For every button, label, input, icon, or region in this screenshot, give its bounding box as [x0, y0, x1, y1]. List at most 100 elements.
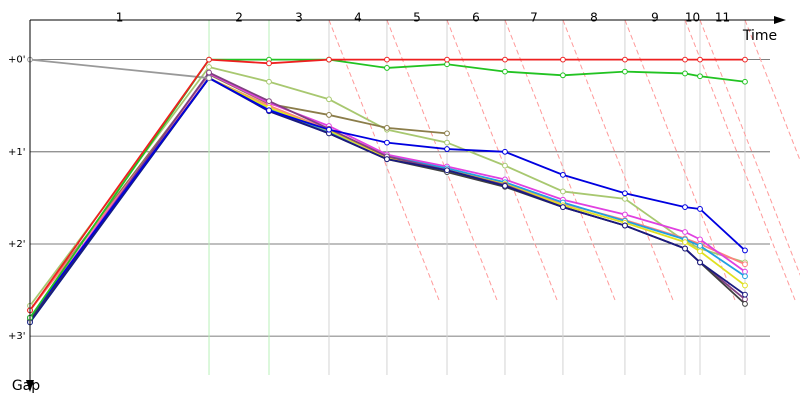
series-point — [742, 261, 748, 268]
series-point — [502, 148, 508, 155]
lap-label: 3 — [295, 11, 303, 25]
series-point — [444, 167, 450, 174]
lapped-line — [684, 19, 796, 301]
series-point — [742, 291, 748, 298]
series-point — [444, 130, 450, 137]
series-line — [29, 76, 746, 323]
y-axis-label: Gap — [12, 378, 40, 394]
series-point — [206, 69, 212, 76]
lapped-line — [328, 19, 440, 301]
series-point — [502, 162, 508, 169]
series-point — [697, 248, 703, 255]
series-point — [622, 68, 628, 75]
y-arrow — [26, 380, 34, 392]
lap-label: 7 — [530, 11, 538, 25]
series-point — [682, 245, 688, 252]
series-point — [682, 229, 688, 235]
series-point — [682, 56, 688, 63]
lapped-line — [699, 19, 800, 276]
series-point — [326, 56, 332, 63]
lap-label: 2 — [235, 11, 243, 25]
series-point — [742, 296, 748, 303]
series-point — [384, 139, 390, 146]
series-point — [560, 171, 566, 178]
series-point — [560, 204, 566, 211]
series-point — [444, 139, 450, 146]
series-point — [444, 146, 450, 152]
series-line — [29, 76, 746, 311]
series-point — [206, 64, 212, 70]
lap-label: 4 — [354, 11, 362, 25]
series-line — [29, 76, 746, 319]
lap-label: 9 — [651, 11, 659, 25]
series-line — [29, 76, 746, 322]
series-point — [326, 96, 332, 103]
series-point — [742, 282, 748, 289]
series-point — [682, 70, 688, 77]
series-point — [206, 56, 212, 63]
series-point — [622, 195, 628, 202]
x-arrow — [774, 16, 786, 24]
series-point — [384, 124, 390, 131]
series-point — [742, 56, 748, 63]
series-point — [266, 107, 272, 114]
lapped-line — [504, 19, 616, 301]
series-line — [29, 73, 448, 311]
series-point — [384, 65, 390, 71]
series-point — [560, 72, 566, 79]
series-point — [502, 56, 508, 63]
series-point — [697, 73, 703, 80]
series-point — [622, 211, 628, 218]
series-point — [742, 300, 748, 307]
series-point — [622, 56, 628, 63]
series-point — [742, 273, 748, 280]
series-point — [697, 56, 703, 63]
lap-label: 11 — [715, 11, 730, 25]
series-point — [266, 60, 272, 67]
series-line — [29, 65, 746, 307]
series-line — [29, 76, 746, 319]
lines — [27, 56, 748, 326]
series-point — [326, 126, 332, 133]
series-line — [29, 76, 746, 323]
series-point — [206, 75, 212, 81]
series-point — [266, 98, 272, 105]
series-point — [742, 268, 748, 275]
series-line — [29, 58, 210, 79]
series-point — [266, 78, 272, 85]
lap-label: 8 — [590, 11, 598, 25]
y-tick-label: +3' — [8, 331, 26, 342]
series-point — [444, 61, 450, 68]
series-point — [697, 236, 703, 243]
series-point — [384, 56, 390, 63]
series-point — [742, 78, 748, 85]
y-tick-label: +0' — [8, 55, 26, 66]
lap-label: 10 — [685, 11, 700, 25]
series-point — [622, 222, 628, 229]
series-point — [682, 239, 688, 246]
series-point — [326, 112, 332, 118]
lap-label: 1 — [116, 11, 124, 25]
lap-label: 5 — [413, 11, 421, 25]
series-point — [697, 259, 703, 266]
lapped-line — [446, 19, 558, 301]
series-point — [697, 242, 703, 249]
series-point — [697, 206, 703, 212]
series-point — [622, 190, 628, 197]
series-point — [682, 204, 688, 211]
series-point — [502, 68, 508, 75]
series-point — [742, 247, 748, 254]
x-axis-label: Time — [742, 28, 777, 44]
series-line — [29, 58, 746, 319]
series-point — [560, 188, 566, 195]
series-point — [384, 156, 390, 163]
series-point — [444, 56, 450, 63]
lapped-line — [744, 19, 800, 162]
series-line — [29, 58, 745, 311]
lap-label: 6 — [472, 11, 480, 25]
series-point — [502, 183, 508, 189]
y-tick-label: +2' — [8, 239, 26, 250]
series-point — [560, 56, 566, 63]
